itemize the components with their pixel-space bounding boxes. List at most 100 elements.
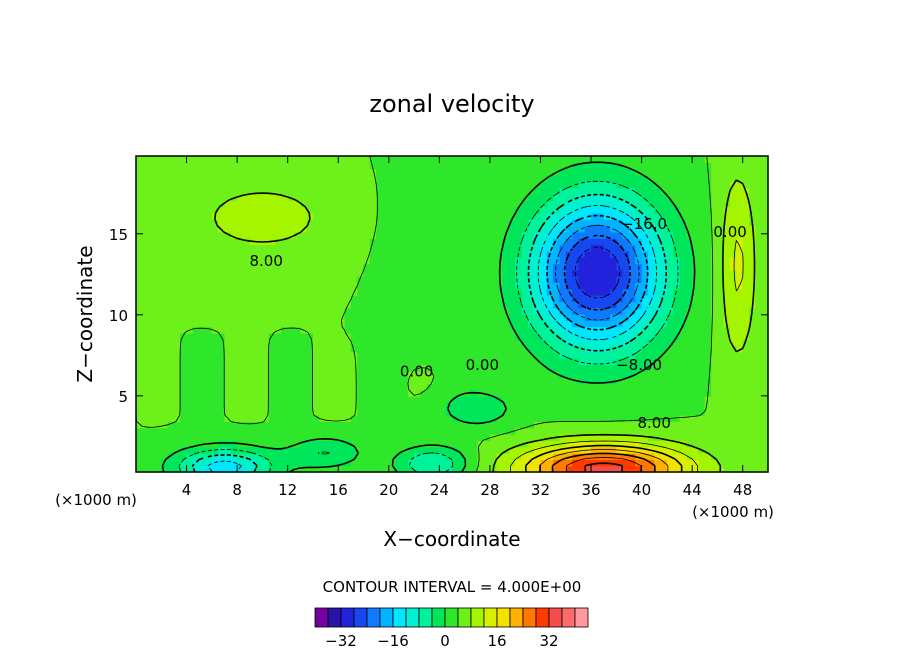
field-cell [338, 206, 346, 214]
field-cell [211, 276, 219, 283]
field-cell [508, 187, 516, 195]
field-cell [350, 219, 358, 227]
field-cell [407, 307, 415, 315]
field-cell [173, 408, 181, 416]
field-cell [458, 326, 466, 334]
field-cell [603, 415, 611, 423]
field-cell [704, 181, 712, 189]
field-cell [452, 427, 459, 435]
field-cell [414, 174, 421, 182]
field-cell [287, 156, 295, 163]
field-cell [749, 231, 756, 239]
field-cell [717, 339, 725, 347]
field-cell [559, 326, 567, 334]
field-cell [515, 200, 523, 208]
field-cell [666, 162, 674, 170]
field-cell [464, 427, 472, 435]
field-cell [717, 345, 725, 353]
field-cell [452, 174, 459, 182]
field-cell [243, 156, 251, 163]
field-cell [357, 231, 365, 239]
field-cell [458, 351, 466, 359]
field-cell [679, 244, 687, 252]
field-cell [635, 408, 643, 416]
field-cell [382, 358, 390, 366]
field-cell [749, 276, 756, 283]
field-cell [433, 269, 440, 277]
field-cell [470, 314, 478, 321]
field-cell [521, 288, 529, 296]
field-cell [325, 162, 333, 170]
field-cell [711, 421, 719, 429]
field-cell [483, 446, 491, 454]
field-cell [704, 238, 712, 246]
field-cell [136, 269, 143, 277]
field-cell [249, 174, 257, 182]
field-cell [439, 295, 447, 302]
field-cell [736, 301, 744, 309]
field-cell [363, 434, 371, 441]
field-cell [369, 263, 377, 271]
field-cell [610, 282, 617, 290]
field-cell [730, 345, 737, 353]
field-cell [230, 402, 238, 410]
field-cell [679, 212, 687, 220]
field-cell [180, 339, 188, 347]
field-cell [597, 162, 605, 170]
field-cell [312, 339, 320, 347]
field-cell [382, 389, 390, 397]
field-cell [685, 181, 693, 189]
field-cell [420, 427, 428, 435]
field-cell [407, 326, 415, 334]
field-cell [433, 446, 440, 454]
field-cell [666, 174, 674, 182]
field-cell [173, 244, 181, 252]
field-cell [148, 225, 156, 233]
field-cell [654, 244, 662, 252]
field-cell [470, 402, 478, 410]
field-cell [704, 434, 712, 441]
field-cell [369, 206, 377, 214]
field-cell [344, 307, 352, 315]
field-cell [192, 459, 200, 467]
field-cell [565, 465, 573, 473]
field-cell [641, 389, 649, 397]
field-cell [559, 263, 567, 271]
field-cell [622, 187, 630, 195]
field-cell [679, 295, 687, 302]
field-cell [331, 238, 339, 246]
field-cell [540, 295, 548, 302]
field-cell [350, 238, 358, 246]
field-cell [167, 434, 175, 441]
field-cell [730, 295, 737, 302]
field-cell [597, 396, 605, 404]
field-cell [331, 408, 339, 416]
field-cell [470, 168, 478, 176]
field-cell [477, 162, 485, 170]
field-cell [515, 326, 523, 334]
field-cell [521, 244, 529, 252]
field-cell [357, 326, 365, 334]
field-cell [363, 446, 371, 454]
field-cell [578, 295, 586, 302]
field-cell [603, 269, 611, 277]
field-cell [312, 453, 320, 460]
field-cell [761, 364, 769, 372]
field-cell [692, 339, 700, 347]
field-cell [312, 446, 320, 454]
field-cell [452, 238, 459, 246]
field-cell [300, 446, 308, 454]
field-cell [654, 459, 662, 467]
field-cell [572, 402, 579, 410]
field-cell [294, 193, 301, 201]
field-cell [559, 459, 567, 467]
field-cell [572, 370, 579, 378]
field-cell [142, 314, 150, 321]
field-cell [496, 415, 504, 423]
field-cell [559, 427, 567, 435]
field-cell [312, 358, 320, 366]
field-cell [287, 408, 295, 416]
field-cell [711, 427, 719, 435]
field-cell [546, 402, 554, 410]
field-cell [622, 364, 630, 372]
